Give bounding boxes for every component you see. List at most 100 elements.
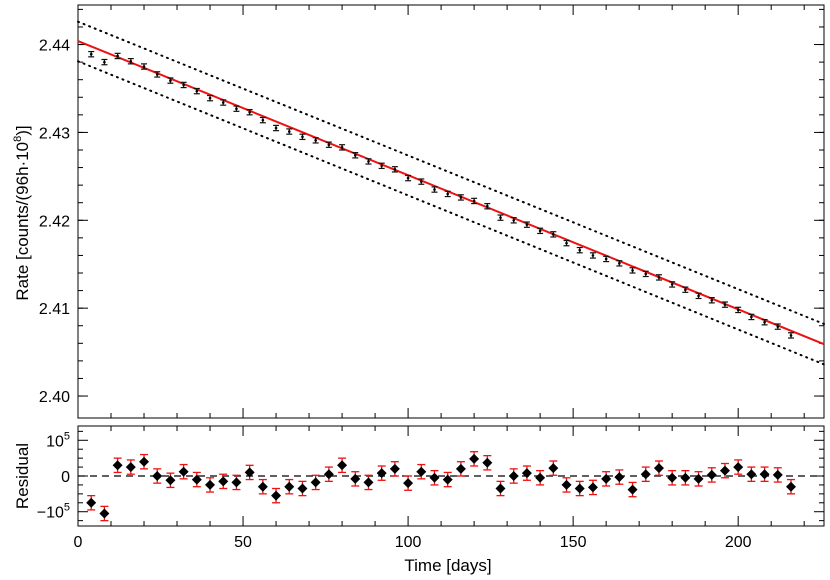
rate-point <box>670 283 674 286</box>
rate-point <box>208 96 212 100</box>
ytick-base: 0 <box>61 469 70 486</box>
rate-point <box>380 164 383 168</box>
x-axis-label: Time [days] <box>404 556 491 575</box>
top-panel-frame <box>77 4 825 419</box>
ylabel-main: Rate [counts/(96h·10 <box>13 142 32 301</box>
residual-point <box>706 469 717 480</box>
bottom-ytick-label: 0 <box>61 469 70 486</box>
rate-point <box>419 180 423 183</box>
rate-point <box>472 199 476 203</box>
residual-point <box>244 467 255 478</box>
residual-point <box>495 483 506 494</box>
rate-point <box>604 257 608 261</box>
rate-point <box>155 73 159 76</box>
rate-point <box>116 54 119 58</box>
xtick-label: 50 <box>234 534 252 551</box>
residual-point <box>297 483 308 494</box>
rate-point <box>538 229 542 233</box>
ytick-exponent: 5 <box>64 430 70 442</box>
residual-point <box>310 477 321 488</box>
ylabel-exponent: 8 <box>12 136 24 142</box>
top-ytick-label: 2.40 <box>39 389 70 406</box>
rate-point <box>763 320 766 324</box>
rate-point <box>684 288 687 292</box>
rate-point <box>103 60 106 64</box>
rate-point <box>433 188 436 191</box>
residual-point <box>337 460 348 471</box>
rate-point <box>182 83 185 87</box>
residual-point <box>231 477 242 488</box>
rate-point <box>578 248 582 252</box>
residual-point <box>587 482 598 493</box>
prediction-bands <box>77 20 825 366</box>
rate-point <box>512 218 516 222</box>
residual-point <box>455 463 466 474</box>
rate-point <box>644 272 648 276</box>
upper-band <box>77 20 825 325</box>
ytick-base: −10 <box>37 505 64 522</box>
residual-point <box>680 472 691 483</box>
rate-point <box>525 223 529 226</box>
rate-point <box>723 303 727 306</box>
residual-point <box>350 473 361 484</box>
residual-points <box>86 451 796 522</box>
rate-point <box>89 52 93 56</box>
residual-point <box>719 465 730 476</box>
bottom-y-axis-label: Residual <box>13 443 32 509</box>
residual-point <box>535 472 546 483</box>
rate-point <box>287 130 291 133</box>
rate-point <box>736 308 740 312</box>
top-y-axis-label: Rate [counts/(96h·108)] <box>12 125 32 300</box>
residual-point <box>746 469 757 480</box>
rate-point <box>261 118 265 122</box>
rate-point <box>274 126 278 130</box>
rate-point <box>353 153 357 157</box>
residual-point <box>785 481 796 492</box>
residual-point <box>191 474 202 485</box>
residual-point <box>759 469 770 480</box>
rate-points <box>88 50 794 339</box>
residual-point <box>548 463 559 474</box>
xtick-label: 150 <box>560 534 587 551</box>
residual-point <box>627 484 638 495</box>
top-ytick-label: 2.41 <box>39 301 70 318</box>
residual-point <box>469 453 480 464</box>
residual-point <box>667 472 678 483</box>
bottom-ytick-label: −105 <box>37 502 70 522</box>
residual-point <box>323 469 334 480</box>
residual-point <box>614 472 625 483</box>
rate-point <box>221 101 225 104</box>
residual-point <box>416 466 427 477</box>
xtick-label: 200 <box>725 534 752 551</box>
rate-point <box>697 294 700 298</box>
rate-point <box>776 325 780 328</box>
rate-point <box>248 110 251 114</box>
rate-point <box>789 334 793 337</box>
rate-point <box>618 262 621 265</box>
rate-point <box>406 176 410 180</box>
xtick-label: 0 <box>74 534 83 551</box>
rate-point <box>129 59 133 63</box>
rate-point <box>393 168 397 171</box>
residual-point <box>99 508 110 519</box>
residual-point <box>363 477 374 488</box>
rate-point <box>750 315 753 319</box>
rate-point <box>591 254 595 257</box>
rate-point <box>459 196 463 199</box>
residual-point <box>482 457 493 468</box>
residual-point <box>574 483 585 494</box>
ytick-exponent: 5 <box>64 502 70 514</box>
rate-point <box>301 135 304 139</box>
top-ytick-label: 2.42 <box>39 213 70 230</box>
rate-point <box>195 89 199 93</box>
top-ytick-label: 2.44 <box>39 38 70 55</box>
rate-point <box>367 160 370 163</box>
residual-point <box>601 473 612 484</box>
xtick-label: 100 <box>395 534 422 551</box>
residual-point <box>271 490 282 501</box>
residual-point <box>112 460 123 471</box>
lower-band <box>77 60 825 366</box>
rate-point <box>327 143 331 147</box>
